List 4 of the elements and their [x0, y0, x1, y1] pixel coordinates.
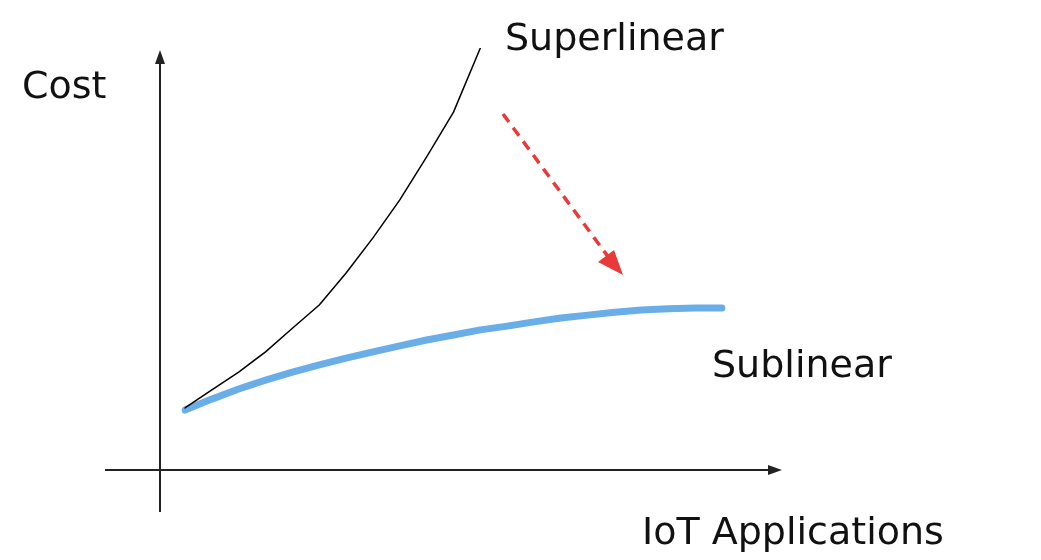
series-label: Superlinear: [505, 15, 724, 59]
x-axis-title: IoT Applications: [642, 509, 944, 553]
y-axis-title: Cost: [22, 63, 107, 107]
series-label: Sublinear: [712, 342, 892, 386]
